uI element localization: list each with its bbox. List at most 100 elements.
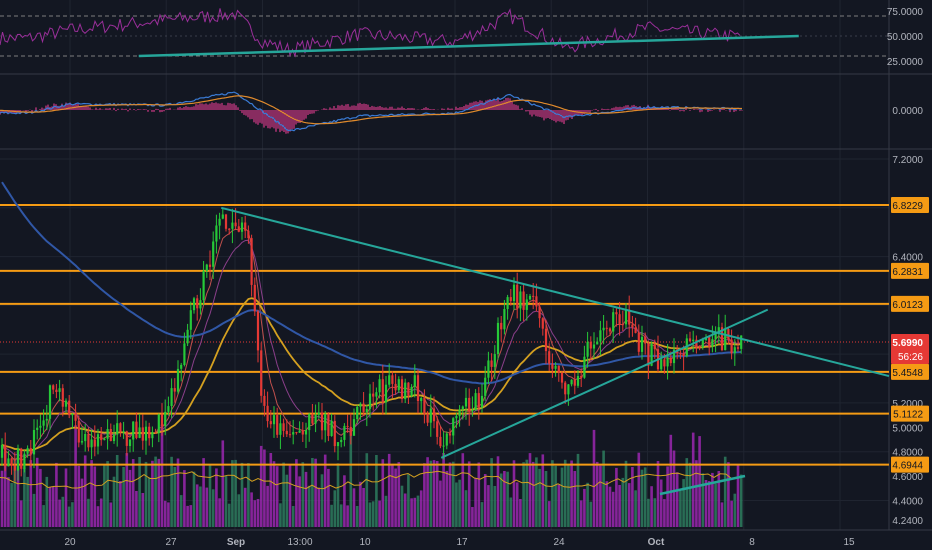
volume-bar	[96, 506, 100, 527]
candle-body	[538, 306, 541, 319]
ascending-trendline	[440, 308, 769, 459]
volume-bar	[579, 500, 583, 527]
price-axis-label: 5.2000	[892, 399, 923, 410]
volume-bar	[58, 499, 61, 527]
candle-body	[176, 368, 180, 392]
volume-bar	[183, 470, 186, 527]
volume-bar	[279, 503, 282, 527]
volume-bar	[221, 440, 225, 527]
candle-body	[7, 458, 10, 467]
volume-bar	[480, 502, 484, 527]
volume-bar	[407, 474, 410, 527]
candle-body	[340, 439, 343, 443]
candle-body	[215, 225, 218, 242]
candle-body	[688, 338, 692, 342]
volume-bar	[19, 500, 23, 527]
candle-body	[730, 339, 733, 354]
candle-body	[679, 353, 682, 354]
volume-bar	[557, 484, 561, 527]
candle-body	[634, 327, 637, 333]
candle-body	[458, 409, 461, 417]
level-price-tag-label: 5.1122	[893, 410, 923, 421]
volume-bar	[247, 463, 250, 527]
candle-body	[26, 448, 29, 454]
candle-body	[90, 439, 93, 448]
volume-bar	[173, 467, 177, 527]
rsi-axis-label: 25.0000	[887, 57, 924, 68]
candlesticks[interactable]	[0, 207, 743, 482]
candle-body	[605, 327, 608, 329]
candle-body	[96, 434, 100, 447]
rsi-panel[interactable]	[0, 8, 889, 58]
candle-body	[484, 377, 487, 396]
candle-body	[410, 386, 413, 396]
volume-bar	[490, 458, 493, 527]
volume-bar	[0, 470, 4, 527]
volume-bar	[307, 485, 311, 527]
time-axis[interactable]: 20 27 Sep 13:00 10 17 24 Oct 8 15	[64, 537, 855, 548]
volume-bar	[698, 436, 701, 527]
candle-body	[298, 430, 301, 433]
volume-bar	[403, 493, 407, 527]
volume-bar	[125, 453, 129, 527]
time-axis-label: Sep	[227, 537, 245, 548]
volume-bar	[445, 470, 449, 527]
trendlines[interactable]	[221, 206, 890, 459]
volume-bar	[131, 459, 135, 527]
candle-body	[112, 434, 116, 441]
rsi-line	[0, 8, 741, 58]
volume-bar	[506, 471, 509, 527]
candle-body	[52, 385, 55, 390]
candle-body	[20, 448, 23, 469]
candle-body	[269, 421, 272, 425]
macd-panel[interactable]	[0, 91, 743, 134]
volume-bar	[589, 501, 593, 527]
volume-bar	[176, 458, 180, 527]
volume-bar	[259, 445, 263, 527]
candle-body	[733, 347, 736, 354]
volume-bar	[563, 459, 567, 527]
volume-bar	[471, 507, 474, 527]
volume-bar	[77, 465, 81, 527]
volume-bar	[295, 459, 298, 527]
volume-bar	[621, 477, 625, 527]
candle-body	[404, 382, 407, 400]
price-axis-label: 6.4000	[892, 253, 923, 264]
volume-bar	[42, 505, 45, 527]
price-axis[interactable]: 75.0000 50.0000 25.0000 0.0000 7.2000 6.4000 5…	[887, 7, 929, 527]
volume-bar	[61, 496, 65, 527]
candle-body	[308, 414, 311, 431]
candle-body	[164, 411, 167, 427]
candle-body	[272, 415, 276, 425]
candle-body	[516, 284, 519, 309]
volume-bar	[208, 464, 212, 527]
candle-body	[196, 298, 199, 309]
candle-body	[356, 406, 359, 420]
volume-bar	[701, 473, 705, 527]
price-axis-label: 4.6000	[892, 472, 923, 483]
candle-body	[375, 392, 378, 397]
time-axis-label: 15	[843, 537, 855, 548]
volume-bar	[551, 460, 554, 527]
volume-bar	[282, 462, 285, 527]
current-price-label: 5.6990	[892, 338, 923, 349]
candle-body	[253, 284, 256, 312]
volume-bar	[80, 478, 84, 527]
candle-body	[55, 389, 58, 392]
volume-bar	[195, 484, 199, 527]
volume-bar	[538, 468, 541, 527]
volume-bar	[323, 454, 327, 527]
countdown-label: 56:26	[898, 352, 923, 363]
volume-bar	[394, 468, 397, 527]
candle-body	[170, 388, 173, 406]
volume-bar	[493, 486, 497, 527]
level-price-tag-label: 5.4548	[892, 368, 923, 379]
candle-body	[394, 383, 397, 391]
candle-body	[151, 432, 154, 439]
volume-bar	[583, 488, 586, 527]
volume-bar	[317, 487, 321, 527]
candle-body	[244, 222, 247, 231]
horizontal-levels[interactable]	[0, 203, 889, 466]
candle-body	[167, 406, 170, 412]
